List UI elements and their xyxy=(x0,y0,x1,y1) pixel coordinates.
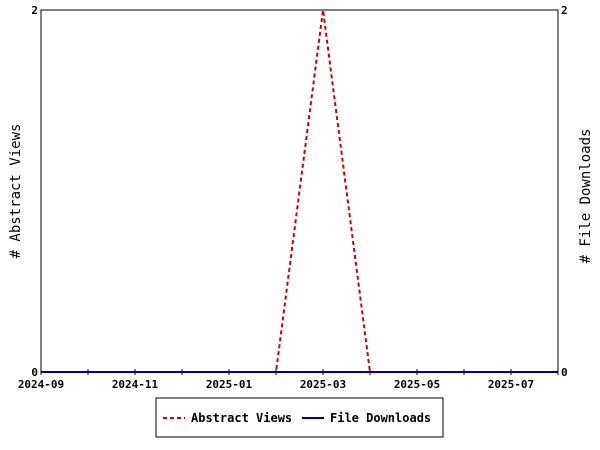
x-tick-label: 2024-09 xyxy=(18,378,64,391)
x-tick-label: 2025-01 xyxy=(206,378,253,391)
x-tick-label: 2024-11 xyxy=(112,378,159,391)
y-tick-label-right: 2 xyxy=(561,4,568,17)
x-tick-label: 2025-07 xyxy=(488,378,534,391)
y-axis-left-title: # Abstract Views xyxy=(8,124,24,259)
x-tick-label: 2025-03 xyxy=(300,378,346,391)
legend: Abstract Views File Downloads xyxy=(155,397,444,438)
x-tick-labels: 2024-09 2024-11 2025-01 2025-03 2025-05 2025-… xyxy=(18,378,534,391)
y-axis-right-title: # File Downloads xyxy=(578,129,594,264)
plot-area xyxy=(40,9,559,373)
y-tick-label-left: 2 xyxy=(31,4,38,17)
legend-label-file-downloads: File Downloads xyxy=(330,411,431,425)
x-tick-label: 2025-05 xyxy=(394,378,440,391)
y-tick-labels: 0 2 0 2 xyxy=(31,4,567,379)
legend-box xyxy=(155,397,444,438)
series-lines xyxy=(41,9,558,373)
legend-label-abstract-views: Abstract Views xyxy=(191,411,292,425)
y-tick-label-left: 0 xyxy=(31,366,38,379)
y-tick-label-right: 0 xyxy=(561,366,568,379)
